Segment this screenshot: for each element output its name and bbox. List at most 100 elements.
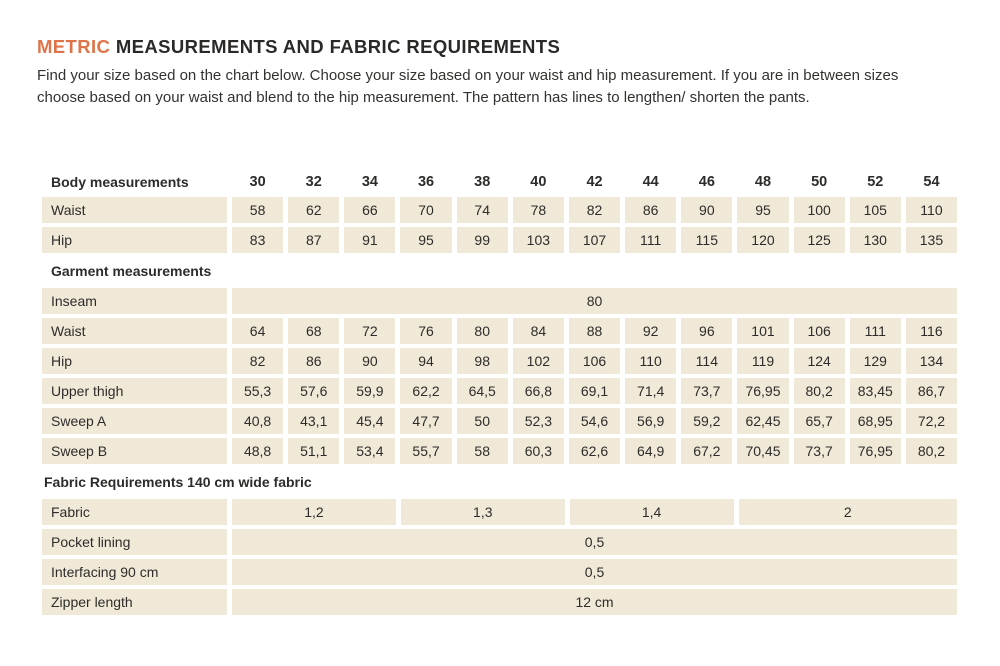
measurement-cell: 68,95	[849, 408, 901, 434]
measurement-cell-span: 80	[232, 288, 957, 314]
measurement-cell: 84	[512, 318, 564, 344]
measurement-cell: 47,7	[400, 408, 452, 434]
measurement-cell: 80,2	[905, 438, 958, 464]
row-label: Waist	[42, 197, 227, 223]
measurement-cell-span: 0,5	[232, 529, 957, 555]
table-row-interfacing: Interfacing 90 cm 0,5	[42, 559, 957, 585]
table-row-upper-thigh: Upper thigh 55,3 57,6 59,9 62,2 64,5 66,8 69,1…	[42, 378, 958, 404]
size-column-header: 46	[698, 173, 715, 190]
size-column-header: 30	[249, 173, 266, 190]
measurement-cell: 55,3	[232, 378, 284, 404]
measurement-cell: 120	[737, 227, 789, 253]
measurement-cell: 124	[793, 348, 845, 374]
measurement-cell: 74	[456, 197, 508, 223]
size-column-header: 44	[642, 173, 659, 190]
measurement-cell: 70	[400, 197, 452, 223]
measurement-cell: 48,8	[232, 438, 284, 464]
measurement-cell: 95	[400, 227, 452, 253]
size-column-header: 32	[305, 173, 322, 190]
measurement-cell: 88	[568, 318, 621, 344]
measurement-cell: 45,4	[344, 408, 396, 434]
measurement-cell: 58	[232, 197, 284, 223]
measurement-cell: 40,8	[232, 408, 284, 434]
row-label: Pocket lining	[42, 529, 227, 555]
measurement-cell: 73,7	[681, 378, 733, 404]
table-row-inseam: Inseam 80	[42, 288, 957, 314]
measurement-cell: 72	[344, 318, 396, 344]
measurement-cell: 110	[905, 197, 958, 223]
measurement-cell: 106	[568, 348, 621, 374]
row-label: Interfacing 90 cm	[42, 559, 227, 585]
row-cells: 58 62 66 70 74 78 82 86 90 95 100 105 110	[232, 197, 958, 223]
row-label: Upper thigh	[42, 378, 227, 404]
measurement-cell: 71,4	[625, 378, 677, 404]
table-row-fabric: Fabric 1,2 1,3 1,4 2	[42, 499, 957, 525]
pattern-instruction-page: METRIC MEASUREMENTS AND FABRIC REQUIREME…	[37, 36, 958, 615]
measurement-table: Body measurements 30 32 34 36 38 40 42 44 46 48 50…	[42, 171, 958, 615]
measurement-cell: 70,45	[737, 438, 789, 464]
measurement-cell: 76	[400, 318, 452, 344]
row-label: Zipper length	[42, 589, 227, 615]
measurement-cell: 107	[568, 227, 621, 253]
measurement-cell: 62,2	[400, 378, 452, 404]
size-column-header: 40	[530, 173, 547, 190]
measurement-cell: 78	[512, 197, 564, 223]
table-row-sweep-a: Sweep A 40,8 43,1 45,4 47,7 50 52,3 54,6 56,9 59…	[42, 408, 958, 434]
row-label: Sweep B	[42, 438, 227, 464]
measurement-cell: 65,7	[793, 408, 845, 434]
measurement-cell: 80,2	[793, 378, 845, 404]
measurement-cell: 58	[456, 438, 508, 464]
measurement-cell: 99	[456, 227, 508, 253]
measurement-cell: 106	[793, 318, 845, 344]
table-row-body-hip: Hip 83 87 91 95 99 103 107 111 115 120 125 130 135	[42, 227, 958, 253]
measurement-cell: 83,45	[849, 378, 901, 404]
intro-text: Find your size based on the chart below.…	[37, 67, 899, 106]
measurement-cell: 59,2	[681, 408, 733, 434]
measurement-cell-span: 0,5	[232, 559, 957, 585]
measurement-cell: 66	[344, 197, 396, 223]
measurement-cell: 119	[737, 348, 789, 374]
size-column-header: 36	[417, 173, 435, 190]
size-column-header: 52	[867, 173, 884, 190]
row-label: Waist	[42, 318, 227, 344]
measurement-cell: 57,6	[288, 378, 340, 404]
row-cells: 82 86 90 94 98 102 106 110 114 119 124 129 134	[232, 348, 958, 374]
row-label: Hip	[42, 227, 227, 253]
measurement-cell: 103	[512, 227, 564, 253]
measurement-cell: 69,1	[568, 378, 621, 404]
measurement-cell: 59,9	[344, 378, 396, 404]
measurement-cell: 55,7	[400, 438, 452, 464]
table-row-body-waist: Waist 58 62 66 70 74 78 82 86 90 95 100 105 110	[42, 197, 958, 223]
row-label: Fabric	[42, 499, 227, 525]
measurement-cell: 91	[344, 227, 396, 253]
row-cells: 83 87 91 95 99 103 107 111 115 120 125 130 135	[232, 227, 958, 253]
measurement-cell: 94	[400, 348, 452, 374]
table-row-sweep-b: Sweep B 48,8 51,1 53,4 55,7 58 60,3 62,6 64,9 67…	[42, 438, 958, 464]
measurement-cell: 129	[849, 348, 901, 374]
measurement-cell: 60,3	[512, 438, 564, 464]
row-cells: 1,2 1,3 1,4 2	[232, 499, 957, 525]
measurement-cell: 64	[232, 318, 284, 344]
row-cells: 48,8 51,1 53,4 55,7 58 60,3 62,6 64,9 67,2 70,45 7…	[232, 438, 958, 464]
measurement-cell: 105	[849, 197, 901, 223]
measurement-cell: 125	[793, 227, 845, 253]
fabric-requirements-header: Fabric Requirements 140 cm wide fabric	[44, 474, 312, 490]
table-row-zipper-length: Zipper length 12 cm	[42, 589, 957, 615]
measurement-cell: 86	[288, 348, 340, 374]
size-header-cells: 30 32 34 36 38 40 42 44 46 48 50 52 54	[232, 171, 957, 192]
measurement-cell: 90	[344, 348, 396, 374]
measurement-cell: 98	[456, 348, 508, 374]
measurement-cell: 87	[288, 227, 340, 253]
measurement-cell: 100	[793, 197, 845, 223]
row-cells: 55,3 57,6 59,9 62,2 64,5 66,8 69,1 71,4 73,7 76,9…	[232, 378, 958, 404]
row-label: Sweep A	[42, 408, 227, 434]
measurement-cell: 62,45	[737, 408, 789, 434]
measurement-cell: 73,7	[793, 438, 845, 464]
row-label: Hip	[42, 348, 227, 374]
measurement-cell: 111	[849, 318, 901, 344]
measurement-cell: 62	[288, 197, 340, 223]
fabric-amount-cell: 1,2	[232, 499, 396, 525]
garment-measurements-header: Garment measurements	[51, 263, 212, 279]
measurement-cell-span: 12 cm	[232, 589, 957, 615]
measurement-cell: 56,9	[625, 408, 677, 434]
